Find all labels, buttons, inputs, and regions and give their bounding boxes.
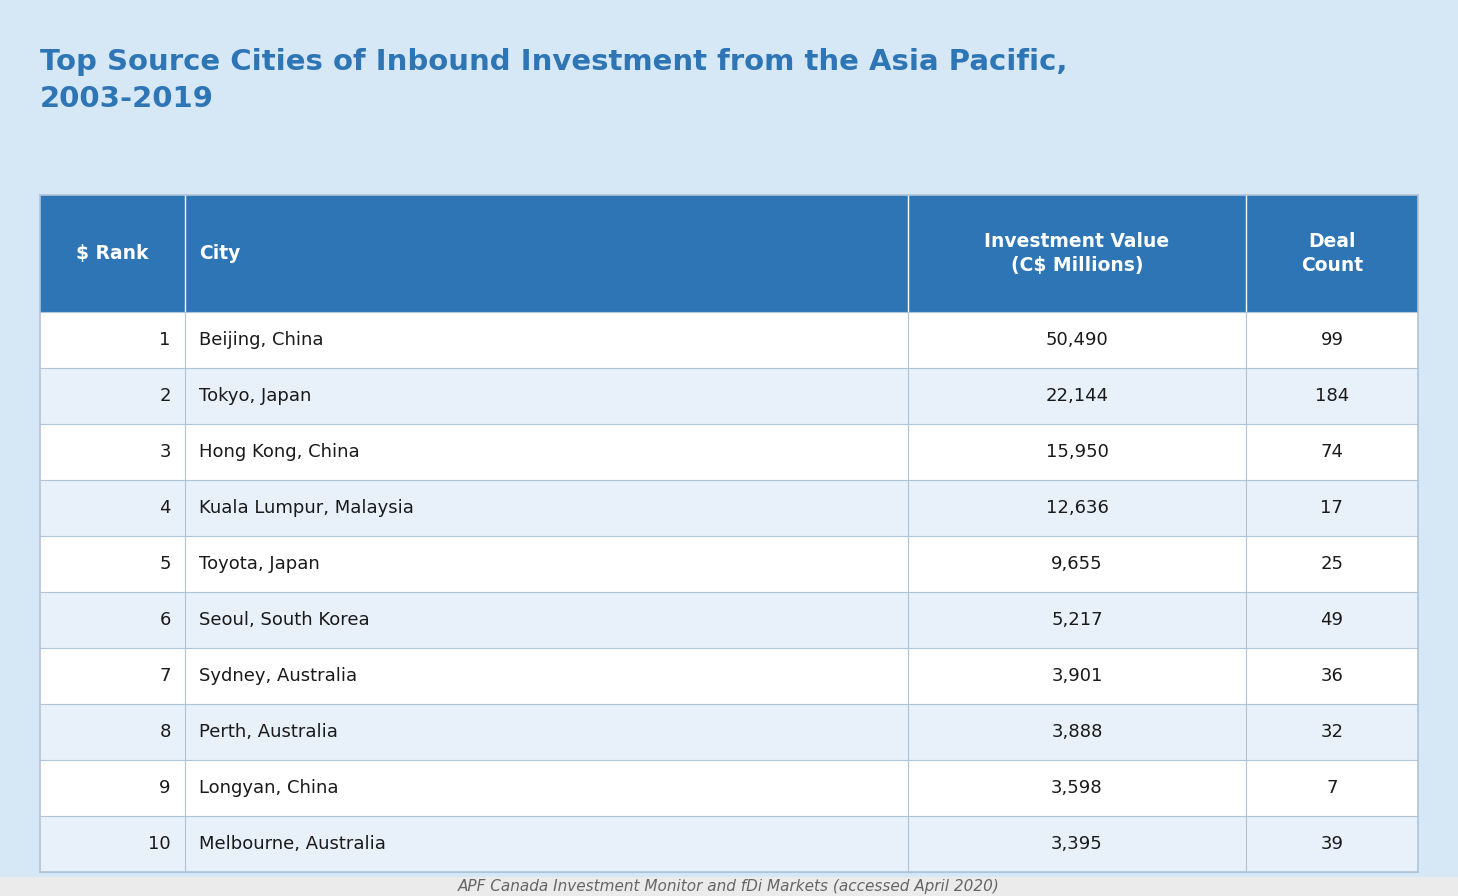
Text: 25: 25 bbox=[1321, 555, 1343, 573]
FancyBboxPatch shape bbox=[39, 368, 1419, 424]
Text: 50,490: 50,490 bbox=[1045, 331, 1108, 349]
Text: 12,636: 12,636 bbox=[1045, 499, 1108, 517]
Text: Kuala Lumpur, Malaysia: Kuala Lumpur, Malaysia bbox=[198, 499, 414, 517]
Text: 5: 5 bbox=[159, 555, 171, 573]
Text: 3,598: 3,598 bbox=[1051, 779, 1102, 797]
Text: Perth, Australia: Perth, Australia bbox=[198, 723, 338, 741]
Text: 3,901: 3,901 bbox=[1051, 667, 1102, 685]
FancyBboxPatch shape bbox=[39, 648, 1419, 704]
Text: 10: 10 bbox=[149, 835, 171, 853]
Text: 3,888: 3,888 bbox=[1051, 723, 1102, 741]
FancyBboxPatch shape bbox=[0, 877, 1458, 896]
Text: 8: 8 bbox=[159, 723, 171, 741]
FancyBboxPatch shape bbox=[39, 424, 1419, 480]
FancyBboxPatch shape bbox=[0, 0, 1458, 195]
Text: 5,217: 5,217 bbox=[1051, 611, 1102, 629]
FancyBboxPatch shape bbox=[39, 312, 1419, 368]
Text: Tokyo, Japan: Tokyo, Japan bbox=[198, 387, 311, 405]
Text: 3: 3 bbox=[159, 443, 171, 461]
Text: APF Canada Investment Monitor and fDi Markets (accessed April 2020): APF Canada Investment Monitor and fDi Ma… bbox=[458, 879, 1000, 894]
Text: 39: 39 bbox=[1321, 835, 1343, 853]
FancyBboxPatch shape bbox=[39, 592, 1419, 648]
Text: 74: 74 bbox=[1321, 443, 1343, 461]
FancyBboxPatch shape bbox=[39, 704, 1419, 760]
Text: 7: 7 bbox=[159, 667, 171, 685]
Text: City: City bbox=[198, 244, 241, 263]
FancyBboxPatch shape bbox=[39, 760, 1419, 816]
Text: 184: 184 bbox=[1315, 387, 1349, 405]
Text: 2: 2 bbox=[159, 387, 171, 405]
FancyBboxPatch shape bbox=[39, 536, 1419, 592]
Text: Melbourne, Australia: Melbourne, Australia bbox=[198, 835, 385, 853]
Text: $ Rank: $ Rank bbox=[76, 244, 149, 263]
Text: Longyan, China: Longyan, China bbox=[198, 779, 338, 797]
Text: 17: 17 bbox=[1321, 499, 1343, 517]
Text: 15,950: 15,950 bbox=[1045, 443, 1108, 461]
Text: 32: 32 bbox=[1321, 723, 1343, 741]
Text: Hong Kong, China: Hong Kong, China bbox=[198, 443, 359, 461]
Text: 22,144: 22,144 bbox=[1045, 387, 1108, 405]
Text: 9: 9 bbox=[159, 779, 171, 797]
Text: 6: 6 bbox=[159, 611, 171, 629]
FancyBboxPatch shape bbox=[39, 195, 1419, 312]
Text: Top Source Cities of Inbound Investment from the Asia Pacific,
2003-2019: Top Source Cities of Inbound Investment … bbox=[39, 47, 1067, 114]
Text: Seoul, South Korea: Seoul, South Korea bbox=[198, 611, 369, 629]
FancyBboxPatch shape bbox=[39, 480, 1419, 536]
Text: Sydney, Australia: Sydney, Australia bbox=[198, 667, 357, 685]
Text: 49: 49 bbox=[1321, 611, 1343, 629]
Text: 3,395: 3,395 bbox=[1051, 835, 1102, 853]
Text: 7: 7 bbox=[1327, 779, 1337, 797]
FancyBboxPatch shape bbox=[39, 816, 1419, 872]
Text: Beijing, China: Beijing, China bbox=[198, 331, 324, 349]
Text: Toyota, Japan: Toyota, Japan bbox=[198, 555, 319, 573]
Text: 4: 4 bbox=[159, 499, 171, 517]
Text: 99: 99 bbox=[1321, 331, 1343, 349]
Text: 9,655: 9,655 bbox=[1051, 555, 1102, 573]
Text: 1: 1 bbox=[159, 331, 171, 349]
Text: 36: 36 bbox=[1321, 667, 1343, 685]
Text: Deal
Count: Deal Count bbox=[1301, 232, 1363, 275]
Text: Investment Value
(C$ Millions): Investment Value (C$ Millions) bbox=[984, 232, 1169, 275]
